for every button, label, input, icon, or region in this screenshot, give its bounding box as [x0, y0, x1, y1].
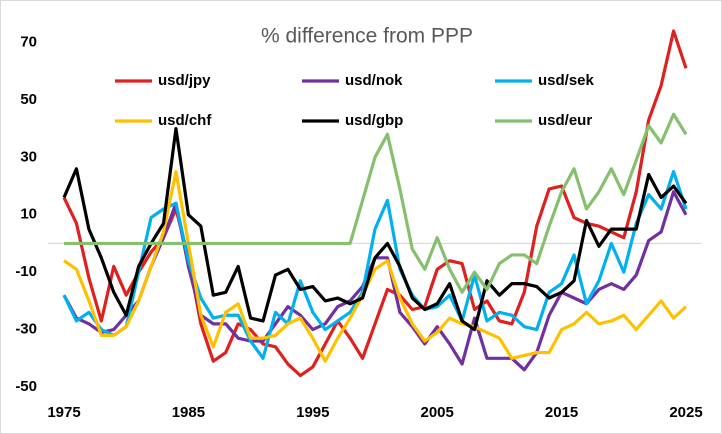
x-tick-label: 2005 [421, 404, 454, 421]
x-tick-label: 1995 [296, 404, 329, 421]
y-tick-label: 50 [20, 91, 37, 108]
chart-title: % difference from PPP [261, 25, 473, 48]
legend-label: usd/gbp [345, 112, 403, 129]
x-tick-label: 1985 [172, 404, 205, 421]
legend-label: usd/jpy [158, 72, 211, 89]
series-line [62, 127, 688, 332]
y-tick-label: 30 [20, 148, 37, 165]
y-tick-label: -30 [15, 321, 37, 338]
x-tick-label: 2025 [669, 404, 702, 421]
series-line [64, 112, 688, 294]
x-tick-label: 1975 [47, 404, 80, 421]
y-tick-label: 70 [20, 33, 37, 50]
legend-label: usd/chf [158, 112, 212, 129]
legend-label: usd/sek [538, 72, 595, 89]
x-tick-label: 2015 [545, 404, 578, 421]
y-tick-label: 10 [20, 206, 37, 223]
legend-label: usd/eur [538, 112, 592, 129]
y-tick-label: -10 [15, 263, 37, 280]
legend-label: usd/nok [345, 72, 403, 89]
y-tick-label: -50 [15, 378, 37, 395]
series-line [63, 170, 688, 363]
